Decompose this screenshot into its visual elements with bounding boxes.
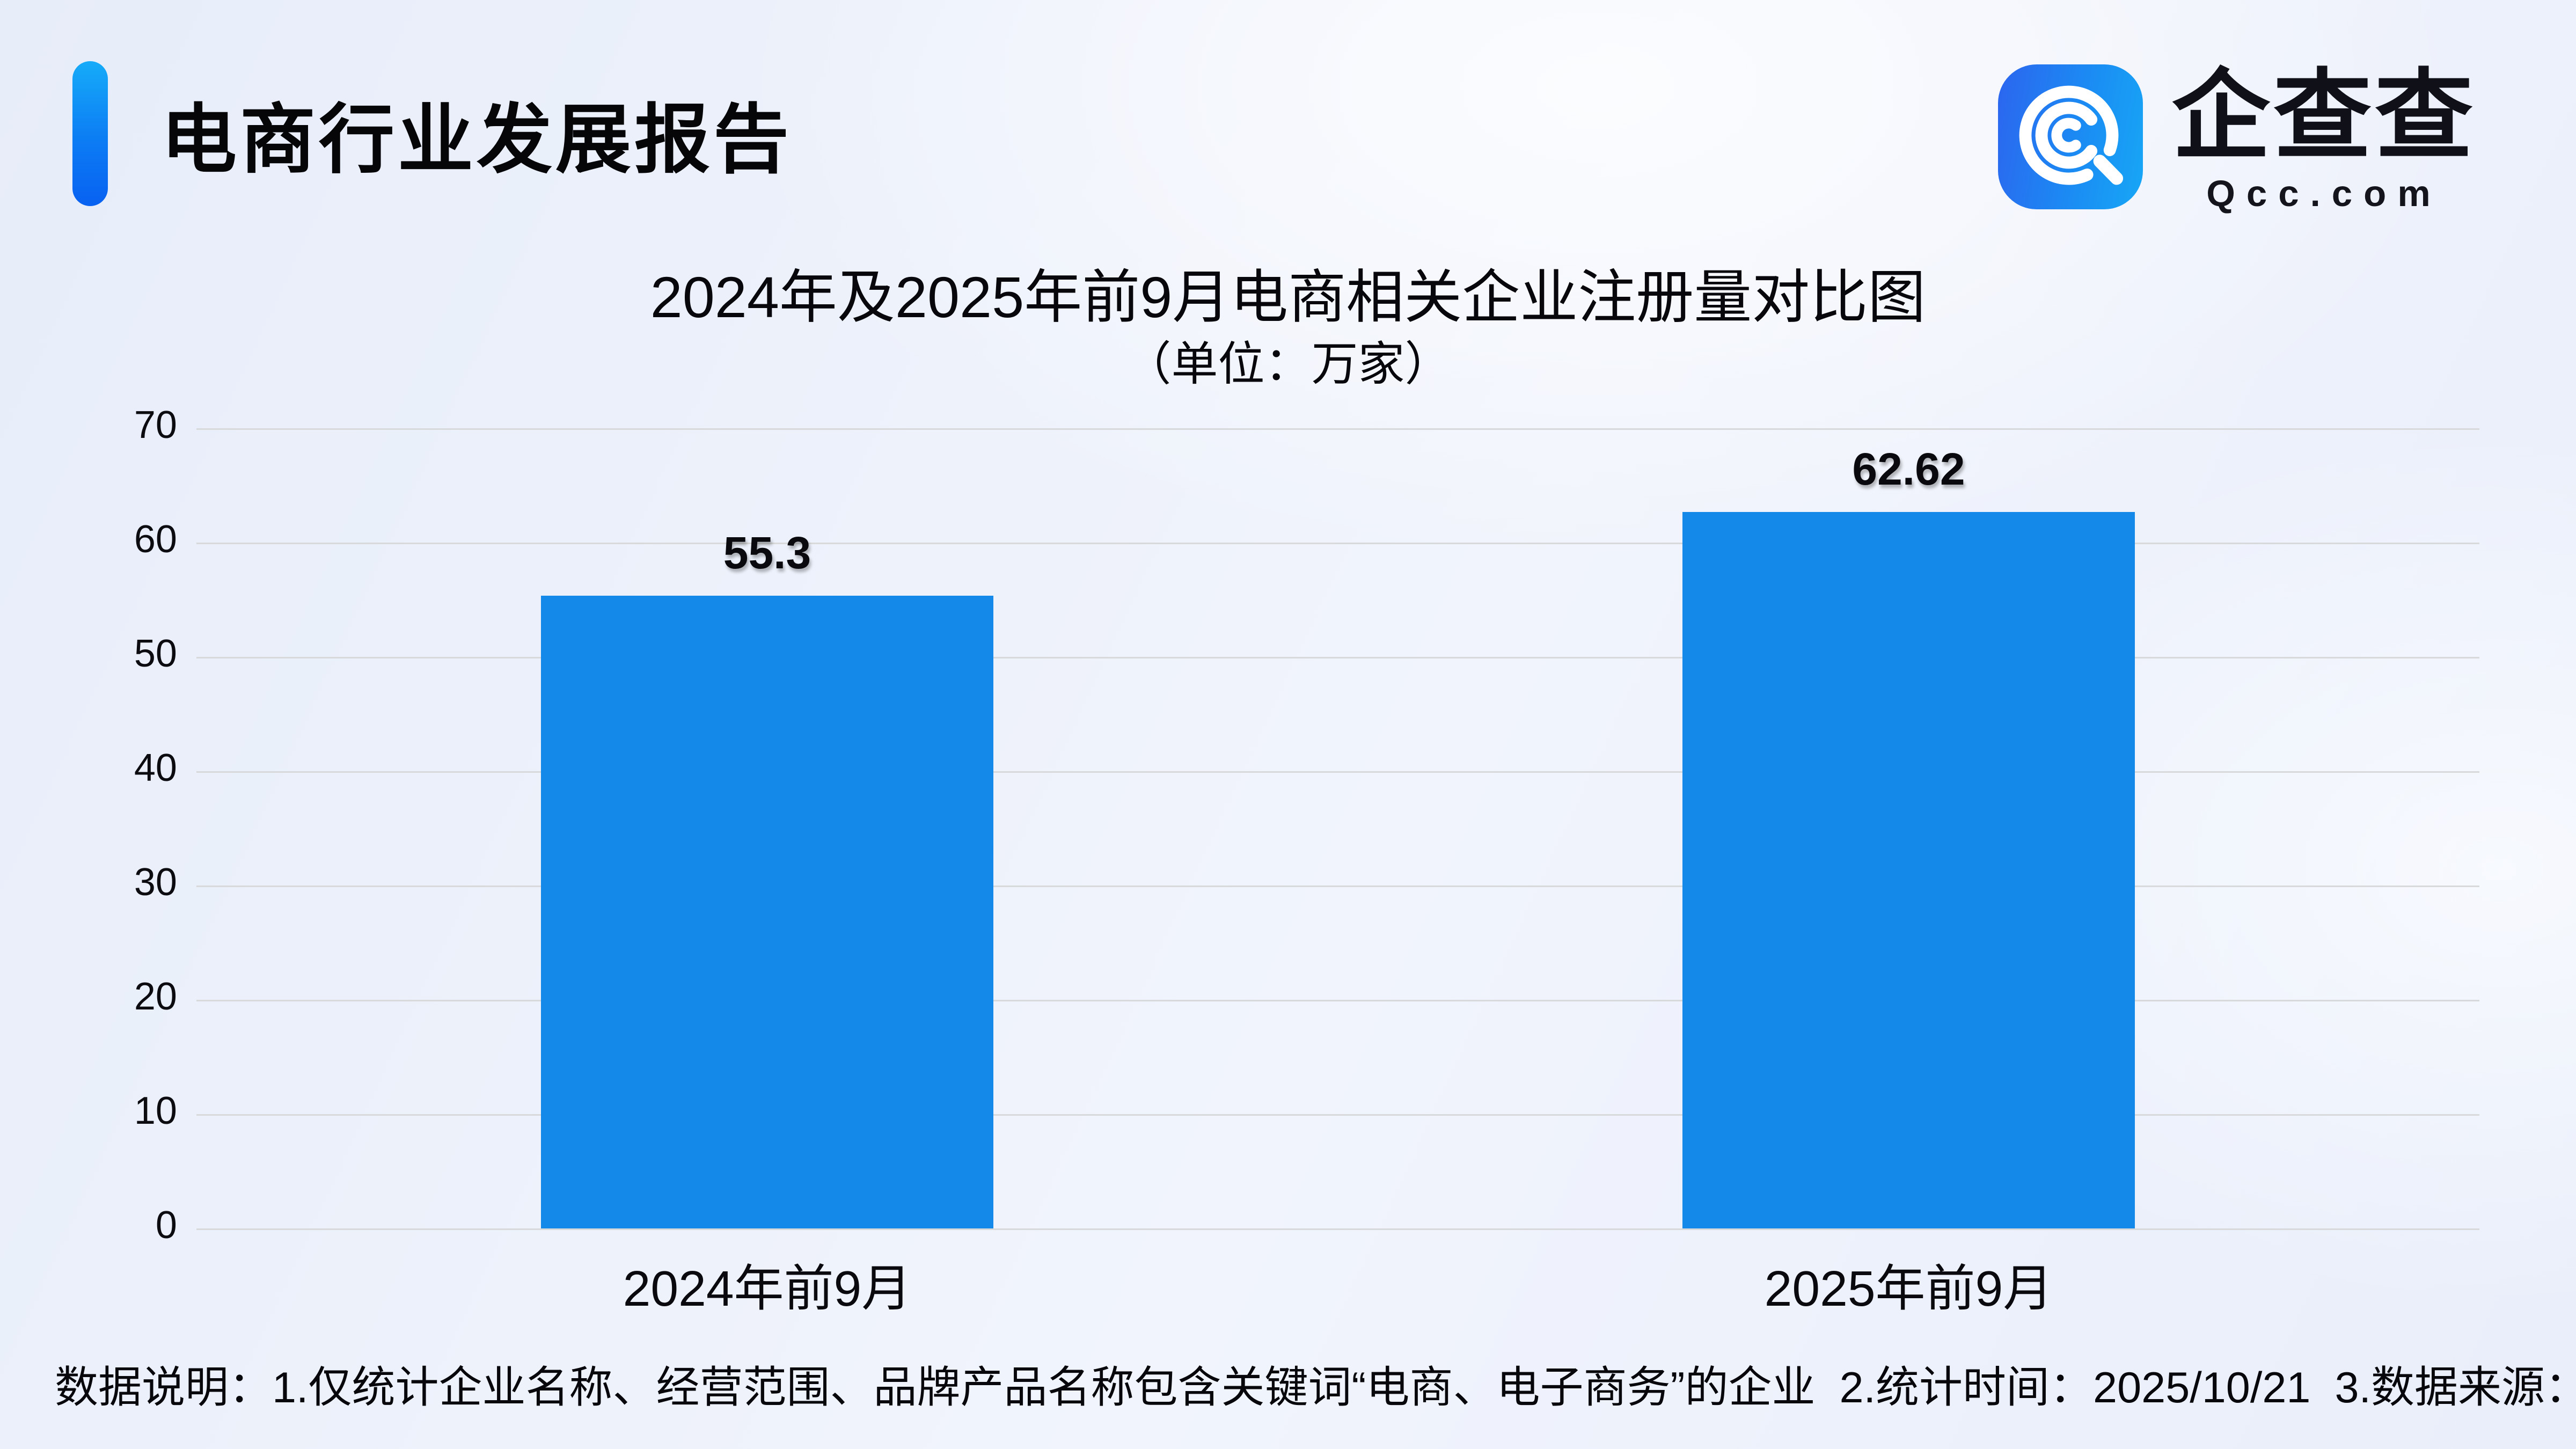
data-notes: 数据说明：1.仅统计企业名称、经营范围、品牌产品名称包含关键词“电商、电子商务”… [55,1364,2576,1412]
gridline-y-0 [196,1228,2479,1230]
title-accent-bar [72,61,108,206]
y-tick-label-70: 70 [134,404,177,448]
bar-value-label: 55.3 [723,529,811,579]
gridline-y-40 [196,771,2479,773]
y-tick-label-50: 50 [134,633,177,676]
bar-2024年前9月 [541,596,993,1228]
chart-title: 2024年及2025年前9月电商相关企业注册量对比图 [650,264,1926,330]
y-tick-label-30: 30 [134,861,177,905]
gridline-y-60 [196,543,2479,544]
chart-unit-subtitle: （单位：万家） [1124,340,1452,391]
qcc-logo-text: 企查查 Qcc.com [2172,64,2476,216]
bar-2025年前9月 [1682,513,2135,1228]
gridline-y-70 [196,428,2479,430]
x-category-label: 2025年前9月 [1764,1261,2053,1317]
y-tick-label-0: 0 [155,1204,177,1248]
plot-area: 55.3 62.62 [196,428,2479,1230]
y-tick-label-60: 60 [134,518,177,562]
y-tick-label-40: 40 [134,747,177,791]
gridline-y-10 [196,1114,2479,1116]
y-tick-label-20: 20 [134,976,177,1019]
gridline-y-20 [196,1000,2479,1001]
qcc-logo-name: 企查查 [2171,61,2476,171]
y-tick-label-10: 10 [134,1090,177,1133]
qcc-logo-domain: Qcc.com [2206,172,2442,214]
page-title: 电商行业发展报告 [161,97,792,182]
x-category-label: 2024年前9月 [623,1261,912,1317]
gridline-y-50 [196,657,2479,658]
bar-value-label: 62.62 [1852,445,1965,495]
qcc-magnifier-icon [1997,64,2143,209]
qcc-logo: 企查查 Qcc.com [1997,64,2476,216]
gridline-y-30 [196,885,2479,887]
